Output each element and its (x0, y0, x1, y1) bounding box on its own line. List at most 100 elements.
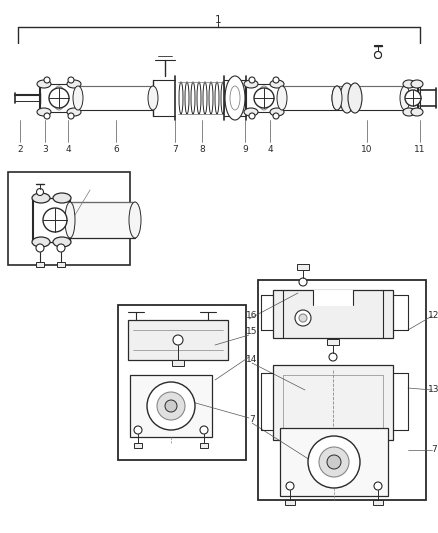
Bar (78, 86, 153, 110)
Bar (57, 262, 65, 267)
Bar (273, 290, 393, 338)
Circle shape (273, 113, 279, 119)
Text: 11: 11 (414, 146, 426, 155)
Ellipse shape (129, 202, 141, 238)
Text: 6: 6 (113, 146, 119, 155)
Circle shape (299, 314, 307, 322)
Ellipse shape (53, 193, 71, 203)
Ellipse shape (225, 76, 245, 120)
Circle shape (249, 77, 255, 83)
Circle shape (374, 52, 381, 59)
Circle shape (134, 426, 142, 434)
Ellipse shape (319, 447, 349, 477)
Bar (273, 365, 393, 440)
Ellipse shape (67, 80, 81, 88)
Ellipse shape (43, 208, 67, 232)
Ellipse shape (403, 108, 415, 116)
Ellipse shape (148, 86, 158, 110)
Bar (337, 86, 405, 110)
Ellipse shape (32, 237, 50, 247)
Circle shape (173, 335, 183, 345)
Bar (282, 86, 337, 110)
Text: 3: 3 (42, 146, 48, 155)
Bar (405, 84, 420, 112)
Ellipse shape (340, 83, 354, 113)
Circle shape (295, 310, 311, 326)
Ellipse shape (32, 193, 50, 203)
Ellipse shape (403, 80, 415, 88)
Bar (36, 262, 44, 267)
Text: 4: 4 (65, 146, 71, 155)
Bar (172, 360, 184, 366)
Ellipse shape (37, 108, 51, 116)
Bar (118, 305, 246, 460)
Text: 8: 8 (199, 146, 205, 155)
Circle shape (68, 113, 74, 119)
Circle shape (286, 482, 294, 490)
Circle shape (249, 113, 255, 119)
Bar (327, 339, 339, 345)
Ellipse shape (411, 108, 423, 116)
Ellipse shape (65, 202, 75, 238)
Ellipse shape (244, 80, 258, 88)
Bar (8, 172, 130, 265)
Bar (258, 280, 426, 500)
Ellipse shape (73, 86, 83, 110)
Ellipse shape (147, 382, 195, 430)
Ellipse shape (49, 88, 69, 108)
Bar (285, 500, 295, 505)
Circle shape (36, 189, 43, 196)
Bar (70, 202, 135, 238)
Bar (134, 443, 142, 448)
Ellipse shape (244, 108, 258, 116)
Circle shape (44, 77, 50, 83)
Bar (280, 428, 388, 496)
Circle shape (273, 77, 279, 83)
Ellipse shape (400, 86, 410, 110)
Text: 7: 7 (431, 446, 437, 455)
Text: 7: 7 (172, 146, 178, 155)
Circle shape (329, 353, 337, 361)
Circle shape (374, 52, 381, 59)
Ellipse shape (157, 392, 185, 420)
Circle shape (374, 482, 382, 490)
Circle shape (200, 426, 208, 434)
Text: 12: 12 (428, 311, 438, 320)
Bar (313, 290, 353, 305)
Ellipse shape (348, 83, 362, 113)
Ellipse shape (254, 88, 274, 108)
Circle shape (36, 244, 44, 252)
Text: 4: 4 (267, 146, 273, 155)
Text: 7: 7 (249, 416, 255, 424)
Text: 15: 15 (246, 327, 258, 336)
Text: 10: 10 (361, 146, 373, 155)
Ellipse shape (270, 80, 284, 88)
Ellipse shape (165, 400, 177, 412)
Bar (128, 320, 228, 360)
Ellipse shape (308, 436, 360, 488)
Ellipse shape (67, 108, 81, 116)
Text: 14: 14 (246, 356, 258, 365)
Ellipse shape (405, 90, 421, 106)
Ellipse shape (411, 80, 423, 88)
Circle shape (57, 244, 65, 252)
Ellipse shape (37, 80, 51, 88)
Circle shape (68, 77, 74, 83)
Ellipse shape (277, 86, 287, 110)
Bar (297, 264, 309, 270)
Bar (200, 443, 208, 448)
Circle shape (299, 278, 307, 286)
Text: 16: 16 (246, 311, 258, 320)
Bar (130, 375, 212, 437)
Ellipse shape (327, 455, 341, 469)
Circle shape (44, 113, 50, 119)
Ellipse shape (332, 86, 342, 110)
Ellipse shape (332, 86, 342, 110)
Ellipse shape (270, 108, 284, 116)
Text: 9: 9 (242, 146, 248, 155)
Text: 1: 1 (215, 15, 221, 25)
Ellipse shape (53, 237, 71, 247)
Text: 2: 2 (17, 146, 23, 155)
Text: 13: 13 (428, 385, 438, 394)
Bar (373, 500, 383, 505)
